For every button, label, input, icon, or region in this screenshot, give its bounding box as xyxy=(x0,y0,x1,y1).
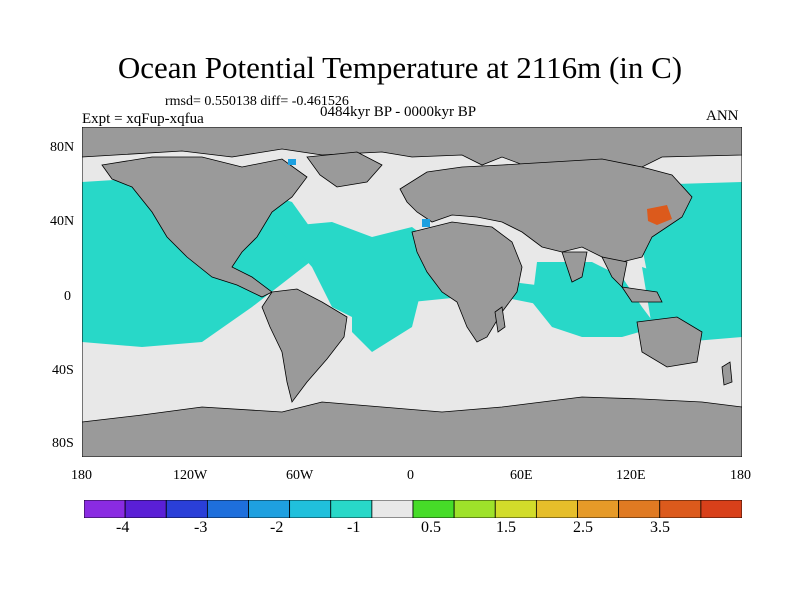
lon-label-120w: 120W xyxy=(173,468,208,483)
lon-label-60e: 60E xyxy=(510,468,533,483)
red-patch-japan xyxy=(647,205,672,225)
lon-label-120e: 120E xyxy=(616,468,646,483)
colorbar-swatch xyxy=(165,500,208,518)
colorbar-swatch xyxy=(330,500,373,518)
stats-label: rmsd= 0.550138 diff= -0.461526 xyxy=(165,94,349,109)
colorbar-label-1-5: 1.5 xyxy=(496,519,516,536)
colorbar-swatch xyxy=(412,500,455,518)
experiment-label: Expt = xqFup-xqfua xyxy=(82,111,204,127)
colorbar-label-neg4: -4 xyxy=(116,519,130,536)
lat-label-80n: 80N xyxy=(50,140,75,155)
lat-label-80s: 80S xyxy=(52,436,74,451)
season-label: ANN xyxy=(706,108,739,124)
colorbar-label-neg2: -2 xyxy=(270,519,284,536)
lat-label-40n: 40N xyxy=(50,214,75,229)
colorbar-swatch xyxy=(206,500,249,518)
colorbar-swatch xyxy=(659,500,702,518)
colorbar-label-0-5: 0.5 xyxy=(421,519,441,536)
colorbar-swatch xyxy=(453,500,496,518)
colorbar-swatch xyxy=(618,500,661,518)
blue-patch-north xyxy=(288,159,296,165)
ocean-temperature-map xyxy=(82,127,742,457)
colorbar-label-3-5: 3.5 xyxy=(650,519,670,536)
colorbar-swatch xyxy=(289,500,332,518)
colorbar-swatch xyxy=(124,500,167,518)
colorbar-swatch xyxy=(535,500,578,518)
lat-label-40s: 40S xyxy=(52,363,74,378)
lon-label-60w: 60W xyxy=(286,468,314,483)
lon-label-0: 0 xyxy=(407,468,414,483)
colorbar-swatch xyxy=(84,500,126,518)
colorbar-swatch xyxy=(577,500,620,518)
colorbar-swatch xyxy=(494,500,537,518)
colorbar-swatch xyxy=(248,500,291,518)
colorbar-label-neg1: -1 xyxy=(347,519,361,536)
land-mass xyxy=(82,127,742,457)
figure-title: Ocean Potential Temperature at 2116m (in… xyxy=(117,50,683,85)
lon-label-180e: 180 xyxy=(730,468,751,483)
colorbar-swatch xyxy=(371,500,414,518)
colorbar-swatch xyxy=(700,500,742,518)
lat-label-eq: 0 xyxy=(64,289,71,304)
colorbar-label-neg3: -3 xyxy=(194,519,208,536)
colorbar-label-2-5: 2.5 xyxy=(573,519,593,536)
lon-label-180w: 180 xyxy=(71,468,92,483)
blue-patch-mediterranean xyxy=(422,219,430,227)
colorbar xyxy=(84,500,742,518)
period-label: 0484kyr BP - 0000kyr BP xyxy=(320,104,477,120)
